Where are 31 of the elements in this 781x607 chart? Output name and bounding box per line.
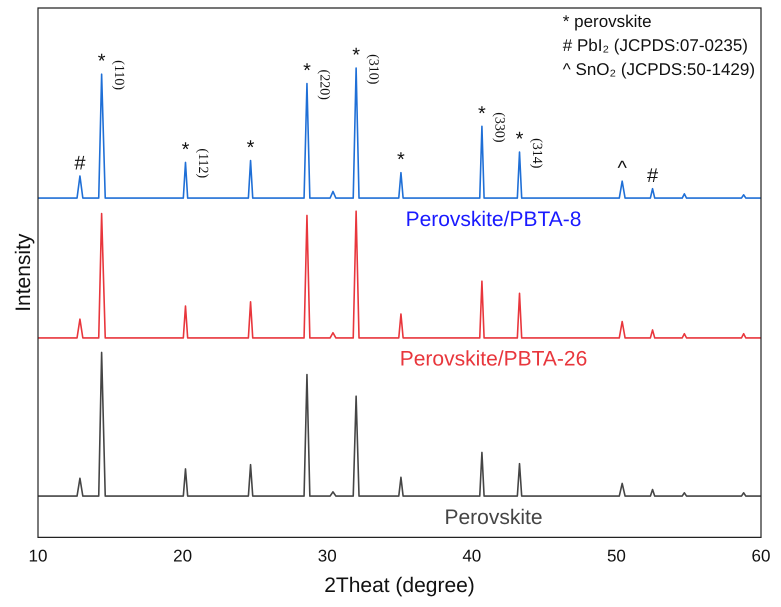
annotation: (110) (110, 60, 126, 90)
x-tick-label: 10 (28, 546, 48, 566)
annotation: * (246, 137, 255, 160)
annotation: ^ (617, 158, 628, 180)
annotation: # (74, 152, 86, 175)
annotation: # (646, 165, 659, 188)
annotation: (314) (528, 138, 544, 169)
annotation: (310) (365, 54, 380, 85)
x-tick-label: 40 (462, 546, 482, 566)
annotation: * (397, 149, 406, 172)
annotation: * (478, 102, 486, 125)
text: * perovskite (562, 11, 653, 33)
x-tick-label: 20 (173, 546, 192, 566)
y-axis-title: Intensity (12, 233, 35, 312)
series-label: Perovskite/PBTA-8 (406, 208, 582, 231)
series-label: Perovskite/PBTA-26 (400, 348, 588, 371)
text: # PbI₂ (JCPDS:07-0235) (562, 35, 749, 57)
x-tick-label: 50 (606, 546, 626, 566)
annotation: * (303, 60, 312, 82)
x-tick-label: 60 (752, 546, 770, 566)
annotation: * (182, 138, 190, 161)
x-tick-label: 30 (318, 546, 337, 566)
annotation: (112) (194, 148, 210, 179)
series-label: Perovskite (444, 506, 543, 529)
annotation: (330) (491, 112, 506, 143)
annotation: * (352, 44, 360, 67)
x-axis-title: 2Theat (degree) (324, 574, 475, 598)
annotation: * (516, 128, 524, 151)
annotation: ^ SnO₂ (JCPDS:50-1429) (562, 59, 755, 81)
annotation: (220) (316, 70, 332, 100)
annotation: * (98, 50, 106, 73)
